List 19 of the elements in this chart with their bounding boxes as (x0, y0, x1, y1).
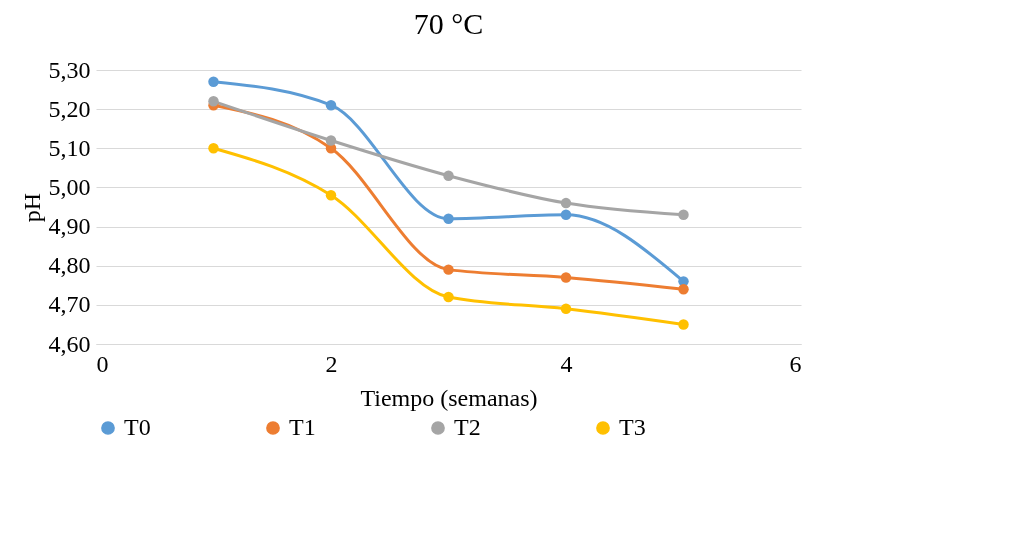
legend-label: T2 (454, 414, 481, 440)
legend-label: T3 (619, 414, 646, 440)
x-tick-label: 0 (96, 350, 109, 377)
x-axis-title: Tiempo (semanas) (360, 384, 538, 411)
x-tick-label: 6 (789, 350, 802, 377)
y-tick-label: 5,10 (48, 134, 91, 161)
x-tick-label: 2 (325, 350, 338, 377)
y-tick-label: 5,30 (48, 56, 91, 83)
chart-title: 70 °C (413, 7, 484, 40)
x-tick-label: 4 (560, 350, 573, 377)
y-tick-label: 4,60 (48, 330, 91, 357)
y-tick-label: 4,80 (48, 252, 91, 279)
y-tick-label: 5,20 (48, 95, 91, 122)
y-axis-title: pH (18, 192, 45, 223)
y-tick-label: 4,70 (48, 291, 91, 318)
y-tick-label: 4,90 (48, 213, 91, 240)
legend-label: T1 (289, 414, 316, 440)
y-tick-label: 5,00 (48, 173, 91, 200)
legend-label: T0 (124, 414, 151, 440)
